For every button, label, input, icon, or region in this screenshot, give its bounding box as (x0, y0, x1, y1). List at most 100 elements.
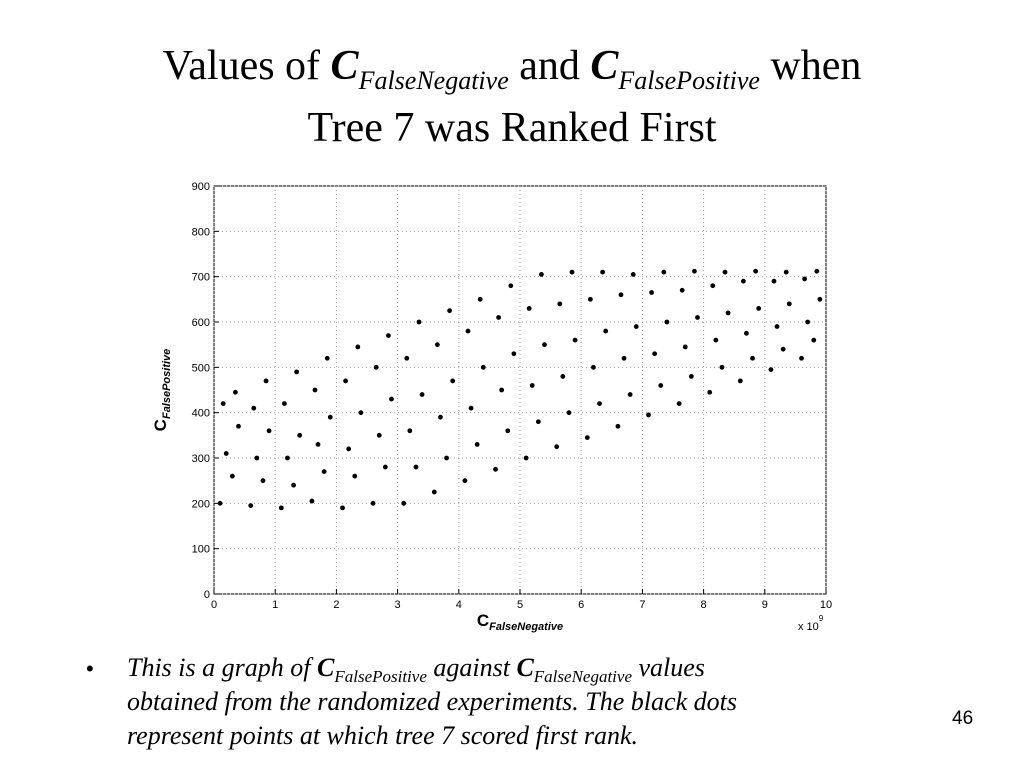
data-point (404, 355, 410, 361)
data-point (346, 446, 352, 452)
title-line: Values of CFalseNegative and CFalsePosit… (0, 42, 1024, 96)
x-multiplier: x 109 (798, 614, 824, 633)
data-point (750, 355, 755, 361)
data-point (370, 500, 376, 506)
data-point (499, 387, 505, 393)
data-point (285, 455, 290, 461)
bullet-line: obtained from the randomized experiments… (127, 687, 737, 716)
data-point (627, 392, 633, 397)
data-point (768, 367, 774, 372)
bullet-line: represent points at which tree 7 scored … (127, 721, 639, 750)
data-point (468, 405, 474, 411)
data-point (233, 389, 238, 395)
data-point (278, 505, 284, 511)
y-axis-label: CFalsePositive (151, 349, 173, 432)
data-point (535, 419, 541, 425)
y-tick-label: 0 (204, 589, 210, 601)
plot-area: 0 100 200 300 400 500 600 700 800 900 0 1 2 3 4 5 6 7 8 9 10 (192, 181, 832, 611)
data-point (695, 315, 700, 320)
data-point (312, 387, 318, 393)
data-point (802, 276, 807, 282)
data-point (376, 432, 382, 438)
data-point (496, 315, 501, 320)
data-point (554, 444, 560, 450)
data-point (266, 428, 272, 434)
data-point (474, 442, 480, 447)
data-point (493, 466, 498, 472)
data-point (401, 500, 407, 506)
data-point (291, 482, 296, 488)
multiplier-base: x 10 (798, 621, 819, 633)
data-point (477, 296, 483, 302)
data-point (799, 355, 804, 361)
bullet-symbol: C (317, 653, 335, 682)
data-point (229, 473, 235, 479)
data-point (774, 324, 780, 329)
data-point (542, 342, 547, 348)
y-tick-label: 300 (192, 453, 210, 465)
data-point (780, 346, 786, 352)
x-tick-label: 8 (701, 599, 707, 611)
data-point (710, 283, 716, 289)
data-point (431, 489, 437, 495)
data-point (294, 369, 300, 375)
y-tick-label: 500 (192, 362, 210, 374)
data-point (358, 410, 364, 416)
title-text: and (508, 43, 591, 89)
data-point (389, 396, 394, 402)
data-point (707, 389, 713, 395)
bullet-subscript: FalseNegative (533, 667, 632, 686)
data-point (560, 374, 566, 379)
data-point (719, 364, 725, 370)
data-point (450, 378, 456, 384)
bullet-text: against (426, 653, 517, 682)
data-point (652, 351, 658, 357)
data-point (447, 308, 453, 314)
data-point (737, 378, 743, 384)
x-tick-label: 2 (333, 599, 339, 611)
data-point (523, 455, 529, 461)
data-point (480, 364, 486, 370)
x-tick-label: 3 (395, 599, 401, 611)
axis-symbol: C (477, 611, 489, 630)
data-point (281, 401, 287, 406)
data-point (434, 342, 440, 348)
data-point (444, 455, 449, 461)
data-point (260, 478, 266, 484)
y-tick-label: 600 (192, 317, 210, 329)
data-point (725, 310, 731, 316)
data-point (814, 268, 820, 274)
data-point (343, 378, 348, 384)
data-point (679, 287, 685, 293)
x-tick-label: 4 (456, 599, 462, 611)
data-point (756, 306, 762, 311)
data-point (786, 301, 792, 307)
data-point (753, 268, 759, 274)
data-point (805, 319, 811, 325)
data-point (591, 364, 596, 370)
x-tick-label: 1 (272, 599, 278, 611)
y-tick-label: 200 (192, 498, 210, 510)
title-subscript: FalsePositive (618, 66, 760, 95)
data-point (539, 272, 544, 277)
y-tick-label: 900 (192, 181, 210, 193)
data-point (688, 374, 694, 379)
data-point (438, 414, 443, 420)
data-point (327, 414, 333, 420)
data-point (511, 351, 517, 357)
data-point (217, 500, 223, 506)
data-point (324, 355, 330, 361)
axis-symbol: C (151, 419, 170, 431)
bullet-subscript: FalsePositive (334, 667, 427, 686)
multiplier-exponent: 9 (819, 614, 824, 623)
data-point (633, 324, 639, 329)
data-point (254, 455, 260, 461)
x-tick-label: 0 (211, 599, 217, 611)
data-point (321, 469, 327, 474)
data-point (462, 478, 468, 484)
data-point (413, 464, 419, 470)
data-point (309, 498, 315, 504)
data-point (692, 268, 697, 274)
